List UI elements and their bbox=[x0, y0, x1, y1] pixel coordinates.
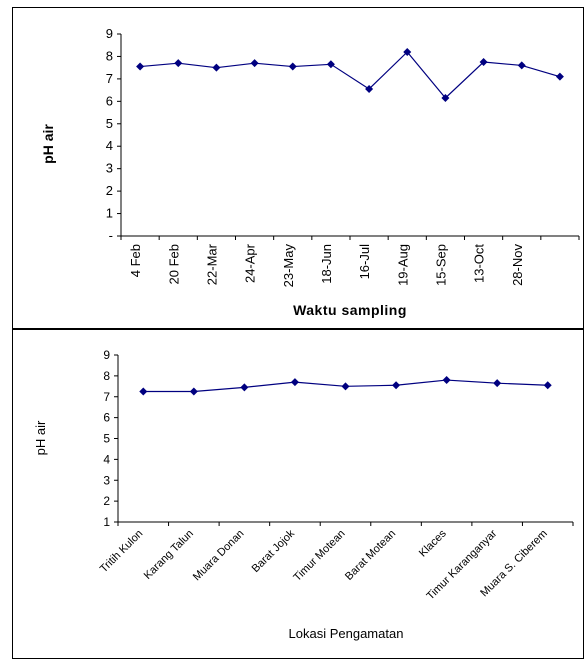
line-chart-waktu-sampling: - 1 2 3 4 5 6 7 8 9 4 Feb 20 Feb 22-Mar 24-Apr 23-May 1… bbox=[40, 26, 580, 318]
y-tick-label: 5 bbox=[103, 432, 110, 446]
y-tick-label: 9 bbox=[106, 26, 113, 41]
x-tick-label: 15-Sep bbox=[433, 244, 448, 286]
x-tick-label: Muara Donan bbox=[191, 528, 247, 584]
chart-panel-waktu: - 1 2 3 4 5 6 7 8 9 4 Feb 20 Feb 22-Mar 24-Apr 23-May 1… bbox=[12, 7, 584, 329]
data-point-marker bbox=[341, 382, 350, 391]
x-tick-label: 4 Feb bbox=[128, 244, 143, 277]
x-tick-label: Tritih Kulon bbox=[98, 528, 146, 576]
data-point-marker bbox=[250, 59, 259, 68]
data-point-marker bbox=[174, 59, 183, 68]
data-point-marker bbox=[212, 63, 221, 72]
x-tick-label: Klaces bbox=[417, 527, 449, 559]
x-axis-title: Waktu sampling bbox=[293, 302, 407, 318]
data-point-marker bbox=[442, 376, 451, 385]
x-tick-label: 24-Apr bbox=[243, 243, 258, 283]
x-tick-label: Barat Motean bbox=[343, 528, 398, 583]
data-point-marker bbox=[136, 62, 145, 71]
x-tick-label: Barat Jojok bbox=[250, 527, 298, 575]
y-tick-label: 2 bbox=[106, 183, 113, 198]
data-point-marker bbox=[479, 58, 488, 67]
data-point-marker bbox=[326, 60, 335, 69]
x-tick-label: 22-Mar bbox=[204, 243, 219, 285]
data-point-marker bbox=[555, 72, 564, 81]
data-point-marker bbox=[288, 62, 297, 71]
x-tick-label: 23-May bbox=[281, 244, 296, 288]
x-tick-label: 18-Jun bbox=[319, 244, 334, 284]
data-point-marker bbox=[493, 379, 502, 388]
x-tick-label: 16-Jul bbox=[357, 244, 372, 280]
y-tick-label: 1 bbox=[103, 515, 110, 529]
data-point-marker bbox=[189, 387, 198, 396]
y-tick-label: 4 bbox=[103, 452, 110, 466]
chart-panel-lokasi: 1 2 3 4 5 6 7 8 9 Tritih Kulon Karang Talun Muara D… bbox=[12, 329, 584, 659]
y-tick-label: 8 bbox=[103, 369, 110, 383]
y-tick-label: 7 bbox=[106, 71, 113, 86]
x-tick-label: 20 Feb bbox=[166, 244, 181, 284]
data-point-marker bbox=[441, 93, 450, 102]
y-tick-label: 1 bbox=[106, 206, 113, 221]
y-axis-title: pH air bbox=[40, 124, 56, 164]
x-tick-label: Timur Motean bbox=[291, 528, 347, 584]
y-tick-label: 6 bbox=[103, 411, 110, 425]
x-tick-label: Karang Talun bbox=[142, 528, 196, 582]
y-tick-label: 2 bbox=[103, 494, 110, 508]
data-point-marker bbox=[139, 387, 148, 396]
y-tick-label: - bbox=[109, 228, 113, 243]
y-tick-label: 8 bbox=[106, 48, 113, 63]
y-axis-title: pH air bbox=[33, 420, 48, 455]
data-point-marker bbox=[392, 381, 401, 390]
data-point-marker bbox=[403, 47, 412, 56]
data-point-marker bbox=[290, 378, 299, 387]
data-point-marker bbox=[365, 84, 374, 93]
x-tick-label: 19-Aug bbox=[395, 244, 410, 286]
data-point-marker bbox=[240, 383, 249, 392]
data-point-marker bbox=[517, 61, 526, 70]
x-axis-title: Lokasi Pengamatan bbox=[289, 626, 404, 641]
y-tick-label: 4 bbox=[106, 138, 113, 153]
y-tick-label: 3 bbox=[106, 161, 113, 176]
y-tick-label: 6 bbox=[106, 93, 113, 108]
y-tick-label: 5 bbox=[106, 116, 113, 131]
series-line bbox=[140, 51, 561, 99]
data-point-marker bbox=[543, 381, 552, 390]
x-tick-label: 13-Oct bbox=[472, 244, 487, 283]
y-tick-label: 9 bbox=[103, 348, 110, 362]
x-tick-label: 28-Nov bbox=[510, 244, 525, 286]
y-tick-label: 3 bbox=[103, 473, 110, 487]
y-tick-label: 7 bbox=[103, 390, 110, 404]
